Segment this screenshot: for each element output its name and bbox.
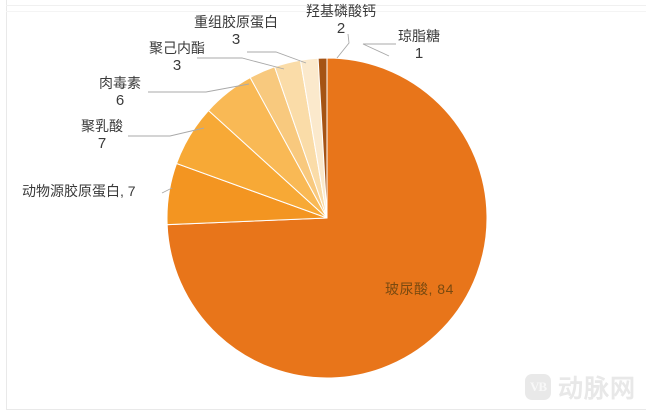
- pie-label-botulinum-toxin-value: 6: [115, 92, 125, 109]
- frame-border-top-secondary: [6, 11, 646, 12]
- watermark-text: 动脉网: [557, 374, 636, 403]
- leader-line-qiongzhitang: [362, 43, 396, 57]
- pie-label-agarose: 琼脂糖 1: [388, 28, 450, 62]
- pie-label-polycaprolactone-value: 3: [172, 57, 182, 74]
- leader-line-group: [128, 33, 396, 194]
- pie-label-calcium-hydroxyapatite: 羟基磷酸钙 2: [298, 3, 384, 37]
- frame-border-bottom: [6, 409, 646, 410]
- pie-label-agarose-value: 1: [414, 45, 424, 62]
- pie-label-polycaprolactone-name: 聚己内酯: [149, 40, 205, 56]
- pie-label-polylactic-acid: 聚乳酸 7: [72, 118, 132, 152]
- pie-label-recombinant-collagen-value: 3: [231, 31, 241, 48]
- pie-label-animal-collagen: 动物源胶原蛋白, 7: [22, 183, 136, 199]
- pie-label-polylactic-acid-name: 聚乳酸: [81, 118, 123, 134]
- leader-line-chongzujiaoyuandanbai: [247, 51, 307, 64]
- watermark: VB 动脉网: [524, 369, 636, 405]
- leader-line-juruyuansuan: [128, 127, 205, 137]
- pie-slice-group: [166, 57, 488, 379]
- pie-label-recombinant-collagen-name: 重组胶原蛋白: [194, 14, 278, 30]
- pie-label-calcium-hydroxyapatite-name: 羟基磷酸钙: [306, 3, 376, 19]
- frame-border-top: [6, 5, 646, 6]
- pie-label-polycaprolactone: 聚己内酯 3: [142, 40, 212, 74]
- leader-line-qiangjilinsuangai: [336, 33, 350, 59]
- pie-label-recombinant-collagen: 重组胶原蛋白 3: [186, 14, 286, 48]
- pie-label-botulinum-toxin: 肉毒素 6: [92, 75, 148, 109]
- pie-label-inside-hyaluronic-acid: 玻尿酸, 84: [385, 281, 454, 297]
- pie-slice-7[interactable]: [317, 57, 328, 219]
- leader-line-dongwuyuanjiaoyuandanbai: [161, 187, 173, 194]
- pie-label-botulinum-toxin-name: 肉毒素: [99, 75, 141, 91]
- leader-line-jujineizhi: [197, 57, 285, 70]
- pie-label-polylactic-acid-value: 7: [97, 135, 107, 152]
- pie-label-agarose-name: 琼脂糖: [398, 28, 440, 44]
- leader-line-roudusu: [148, 83, 250, 93]
- frame-border-left: [6, 0, 7, 410]
- pie-label-calcium-hydroxyapatite-value: 2: [336, 20, 346, 37]
- watermark-logo-icon: VB: [524, 374, 551, 400]
